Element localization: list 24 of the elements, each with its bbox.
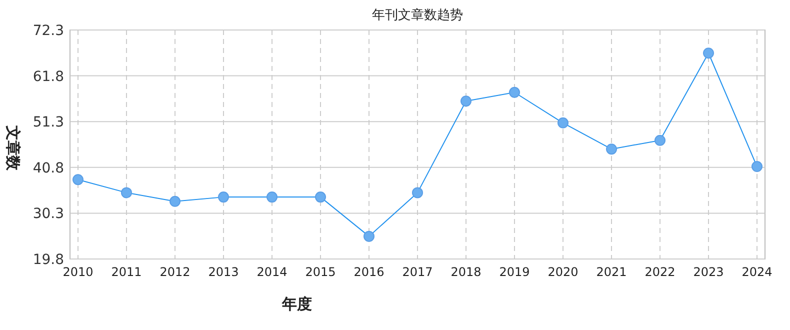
x-tick-label: 2021 (596, 265, 627, 279)
x-tick-label: 2024 (742, 265, 772, 279)
y-tick-label: 30.3 (32, 206, 64, 222)
x-tick-label: 2013 (208, 265, 239, 279)
chart-title: 年刊文章数趋势 (372, 8, 463, 23)
y-tick-label: 51.3 (32, 114, 64, 131)
x-tick-label: 2022 (644, 265, 676, 279)
x-tick-label: 2017 (402, 265, 433, 279)
x-tick-label: 2016 (354, 265, 384, 279)
x-tick-label: 2011 (111, 265, 142, 279)
x-tick-label: 2019 (499, 265, 530, 279)
x-tick-label: 2010 (62, 265, 94, 279)
x-tick-label: 2012 (160, 265, 190, 279)
x-tick-label: 2014 (256, 265, 288, 279)
y-tick-label: 61.8 (32, 68, 64, 85)
x-tick-label: 2023 (693, 265, 724, 279)
y-tick-label: 19.8 (32, 252, 64, 268)
x-tick-label: 2015 (305, 265, 336, 279)
x-axis-title: 年度 (281, 295, 312, 313)
x-tick-label: 2018 (450, 265, 482, 279)
y-tick-label: 72.3 (32, 23, 64, 39)
y-tick-label: 40.8 (32, 160, 64, 176)
x-tick-label: 2020 (548, 265, 578, 279)
y-axis-title: 文章数 (4, 124, 22, 172)
